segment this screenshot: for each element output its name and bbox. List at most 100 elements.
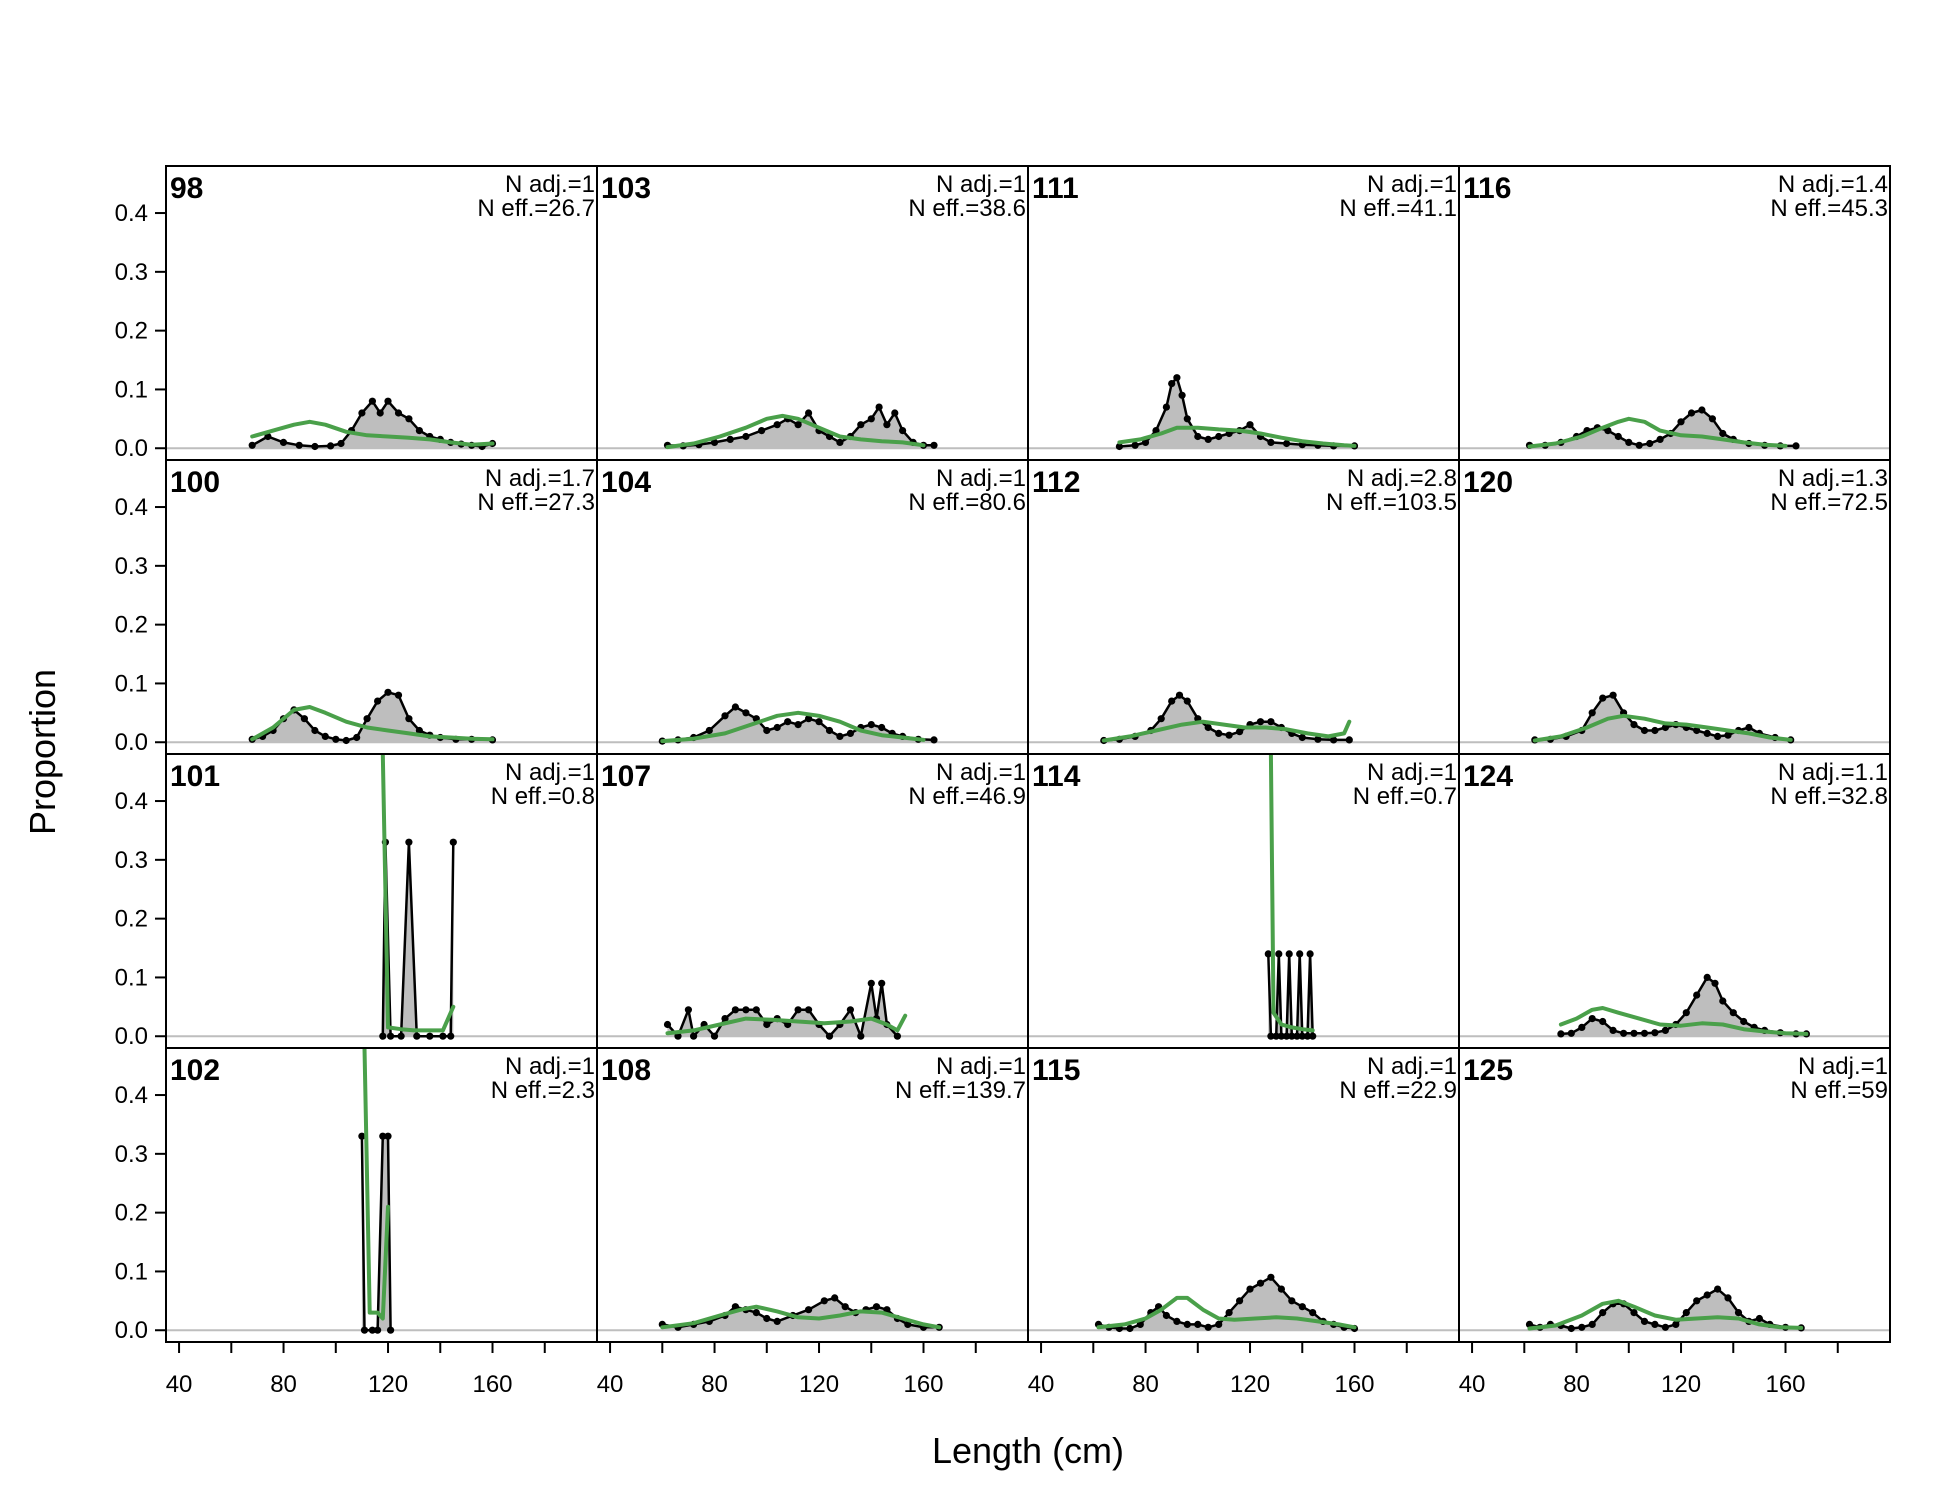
observed-point xyxy=(1693,991,1701,999)
x-tick-label: 80 xyxy=(270,1371,297,1398)
observed-point xyxy=(867,721,875,729)
observed-point xyxy=(1345,736,1353,744)
n-eff-label: N eff.=2.3 xyxy=(491,1077,595,1104)
observed-point xyxy=(893,1032,902,1040)
observed-point xyxy=(773,421,781,429)
observed-point xyxy=(1557,1030,1565,1038)
observed-area xyxy=(1534,695,1791,743)
observed-point xyxy=(1724,1294,1732,1302)
observed-point xyxy=(332,735,340,743)
observed-point xyxy=(1215,729,1223,738)
observed-line xyxy=(1119,376,1355,448)
observed-point xyxy=(1719,997,1727,1005)
observed-point xyxy=(1309,1032,1317,1040)
n-adj-label: N adj.=1 xyxy=(936,171,1026,198)
observed-point xyxy=(867,979,875,987)
observed-point xyxy=(1640,726,1649,735)
expected-line xyxy=(660,1304,942,1330)
observed-point xyxy=(904,1320,912,1328)
x-tick-label: 80 xyxy=(701,1371,728,1398)
n-eff-label: N eff.=139.7 xyxy=(895,1077,1026,1104)
observed-point xyxy=(1792,442,1800,450)
n-eff-label: N eff.=103.5 xyxy=(1326,489,1457,516)
observed-point xyxy=(878,979,886,987)
observed-point xyxy=(721,712,729,720)
panel-label: 114 xyxy=(1032,760,1081,793)
observed-point xyxy=(1283,1032,1291,1040)
observed-point xyxy=(384,397,392,405)
n-eff-label: N eff.=0.7 xyxy=(1353,783,1457,810)
n-adj-label: N adj.=1.7 xyxy=(485,465,595,492)
observed-point xyxy=(1264,950,1272,958)
x-tick-label: 160 xyxy=(1334,1371,1374,1398)
observed-point xyxy=(379,1132,387,1140)
observed-point xyxy=(710,438,719,446)
observed-point xyxy=(805,409,813,417)
observed-point xyxy=(337,439,345,448)
observed-point xyxy=(1298,1303,1306,1311)
observed-point xyxy=(1729,1009,1737,1017)
observed-point xyxy=(379,1032,387,1040)
observed-point xyxy=(415,726,423,735)
observed-point xyxy=(1267,718,1275,726)
observed-point xyxy=(1578,1023,1586,1031)
observed-point xyxy=(1630,1029,1638,1037)
observed-line xyxy=(1103,693,1350,742)
observed-point xyxy=(1604,427,1612,435)
n-adj-label: N adj.=1 xyxy=(505,171,595,198)
panel-label: 102 xyxy=(170,1054,220,1087)
n-adj-label: N adj.=1 xyxy=(1367,759,1457,786)
n-adj-label: N adj.=1 xyxy=(936,759,1026,786)
n-adj-label: N adj.=2.8 xyxy=(1347,465,1457,492)
observed-point xyxy=(1614,432,1622,441)
x-axis-title: Length (cm) xyxy=(932,1430,1124,1471)
observed-point xyxy=(1131,441,1139,449)
observed-point xyxy=(857,421,865,429)
observed-point xyxy=(1285,950,1293,958)
observed-point xyxy=(405,415,413,423)
observed-point xyxy=(742,1006,750,1014)
observed-point xyxy=(295,441,303,449)
observed-point xyxy=(878,723,886,732)
observed-point xyxy=(387,1326,395,1334)
n-adj-label: N adj.=1 xyxy=(936,1053,1026,1080)
x-tick-label: 160 xyxy=(903,1371,943,1398)
observed-point xyxy=(831,1294,839,1302)
observed-point xyxy=(1204,1323,1212,1331)
panel-plot-area xyxy=(1028,374,1459,451)
panel-120: 120 N adj.=1.3N eff.=72.5 xyxy=(1458,459,1891,755)
expected-line xyxy=(665,1013,908,1036)
observed-point xyxy=(439,1032,447,1040)
observed-point xyxy=(1620,1029,1628,1037)
observed-point xyxy=(1204,723,1212,732)
observed-point xyxy=(353,733,361,742)
n-adj-label: N adj.=1.1 xyxy=(1778,759,1888,786)
observed-point xyxy=(805,1006,813,1014)
n-adj-label: N adj.=1 xyxy=(1367,1053,1457,1080)
observed-point xyxy=(394,409,403,417)
n-adj-label: N adj.=1 xyxy=(505,759,595,786)
observed-point xyxy=(731,703,740,711)
panel-label: 100 xyxy=(170,466,220,499)
n-eff-label: N eff.=59 xyxy=(1790,1077,1888,1104)
observed-point xyxy=(1693,726,1701,735)
observed-point xyxy=(279,438,288,446)
expected-line xyxy=(1558,1006,1809,1036)
observed-point xyxy=(1745,723,1753,732)
observed-point xyxy=(397,1032,405,1040)
observed-point xyxy=(846,729,855,738)
bottom-axes: 40 80 120 160 40 80 120 160 40 80 120 160 40 80 120 160 xyxy=(166,1342,1839,1398)
observed-point xyxy=(1599,694,1607,702)
observed-point xyxy=(1677,418,1685,426)
observed-point xyxy=(1168,697,1176,705)
observed-point xyxy=(742,432,750,441)
observed-point xyxy=(1755,1314,1763,1323)
observed-point xyxy=(384,1132,392,1140)
n-eff-label: N eff.=26.7 xyxy=(477,195,595,222)
observed-point xyxy=(1277,1032,1285,1040)
expected-line xyxy=(1101,719,1352,743)
observed-point xyxy=(449,838,457,846)
observed-point xyxy=(1714,732,1722,741)
panel-plot-area xyxy=(1028,691,1459,745)
observed-point xyxy=(899,427,907,435)
